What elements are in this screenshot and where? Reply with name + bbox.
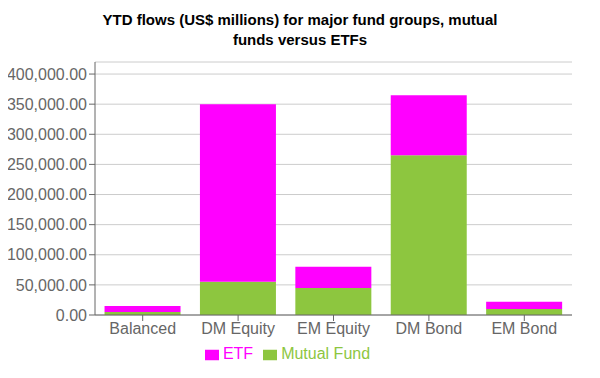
svg-text:DM Equity: DM Equity xyxy=(201,320,275,337)
html-text:funds versus ETFs: funds versus ETFs xyxy=(232,31,368,48)
svg-text:200,000.00: 200,000.00 xyxy=(8,186,87,203)
svg-text:300,000.00: 300,000.00 xyxy=(8,126,87,143)
svg-text:250,000.00: 250,000.00 xyxy=(8,156,87,173)
html-text:ETF: ETF xyxy=(222,345,254,362)
svg-text:400,000.00: 400,000.00 xyxy=(8,66,87,83)
svg-text:DM Bond: DM Bond xyxy=(396,320,463,337)
svg-text:100,000.00: 100,000.00 xyxy=(8,246,87,263)
svg-text:Balanced: Balanced xyxy=(109,320,176,337)
html-text:YTD flows (US$ millions) for m: YTD flows (US$ millions) for major fund … xyxy=(102,11,498,28)
svg-text:0.00: 0.00 xyxy=(56,307,87,324)
svg-text:350,000.00: 350,000.00 xyxy=(8,96,87,113)
svg-text:150,000.00: 150,000.00 xyxy=(8,216,87,233)
html-text:Mutual Fund: Mutual Fund xyxy=(281,345,371,362)
svg-text:50,000.00: 50,000.00 xyxy=(16,277,87,294)
svg-text:EM Bond: EM Bond xyxy=(491,320,557,337)
svg-text:EM Equity: EM Equity xyxy=(297,320,370,337)
